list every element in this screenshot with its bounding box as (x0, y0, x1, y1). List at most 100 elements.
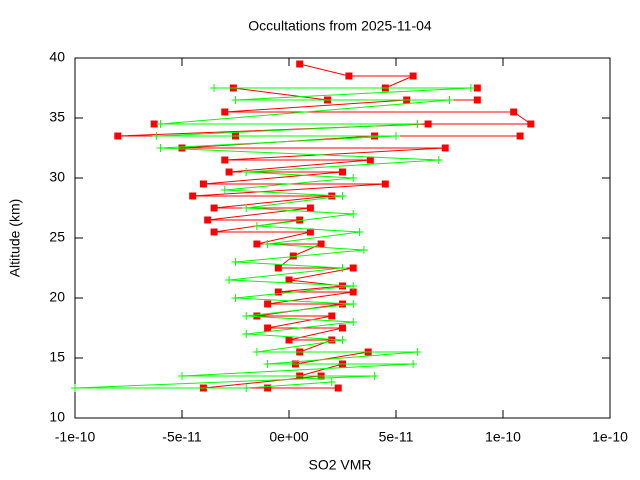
point (441, 144, 449, 152)
point (339, 282, 346, 290)
point (306, 204, 314, 212)
point (263, 360, 272, 368)
point (231, 96, 240, 104)
point (409, 72, 417, 80)
point (231, 258, 240, 266)
point (413, 120, 422, 128)
point (366, 156, 374, 164)
point (296, 60, 304, 68)
point (289, 252, 297, 260)
point (178, 372, 186, 380)
point (392, 132, 400, 140)
point (199, 180, 207, 188)
point (221, 108, 229, 116)
y-tick-label: 40 (49, 49, 65, 65)
point (339, 324, 346, 332)
point (253, 240, 261, 248)
point (156, 144, 165, 152)
point (466, 84, 475, 92)
series-line (74, 87, 471, 389)
point (253, 312, 261, 320)
point (424, 120, 432, 128)
point (349, 300, 358, 308)
point (381, 180, 389, 188)
point (210, 204, 218, 212)
point (263, 240, 272, 248)
plot-frame (74, 57, 611, 419)
point (434, 156, 443, 164)
point (242, 312, 251, 320)
x-axis-label: SO2 VMR (308, 457, 371, 473)
point (189, 192, 197, 200)
point (242, 168, 251, 176)
point (221, 156, 229, 164)
point (349, 288, 357, 296)
point (264, 384, 272, 392)
point (225, 276, 234, 284)
point (242, 330, 251, 338)
point (210, 228, 218, 236)
point (370, 372, 379, 380)
y-tick-label: 25 (49, 229, 65, 245)
point (527, 120, 535, 128)
point (355, 228, 364, 236)
point (264, 300, 272, 308)
point (220, 186, 229, 194)
x-tick-label: 0e+00 (269, 429, 309, 445)
y-axis-label: Altitude (km) (7, 199, 23, 278)
chart-title: Occultations from 2025-11-04 (248, 18, 432, 34)
point (338, 192, 347, 200)
point (338, 336, 347, 344)
point (242, 204, 251, 212)
point (285, 336, 293, 344)
point (225, 168, 233, 176)
y-tick-label: 35 (49, 109, 65, 125)
point (409, 360, 418, 368)
point (327, 378, 336, 386)
point (349, 210, 358, 218)
point (296, 216, 304, 224)
x-tick-label: -5e-11 (162, 429, 202, 445)
point (150, 120, 158, 128)
x-tick-label: -1e-10 (55, 429, 96, 445)
point (274, 288, 282, 296)
point (210, 84, 219, 92)
point (473, 84, 481, 92)
point (71, 384, 79, 392)
point (252, 222, 261, 230)
y-tick-label: 15 (49, 349, 65, 365)
point (264, 324, 272, 332)
y-tick-label: 20 (49, 289, 65, 305)
point (156, 120, 165, 128)
point (152, 132, 161, 140)
x-tick-label: 5e-11 (379, 429, 414, 445)
point (345, 72, 353, 80)
point (339, 168, 346, 176)
point (445, 96, 454, 104)
point (231, 294, 240, 302)
point (338, 264, 347, 272)
point (252, 348, 261, 356)
point (510, 108, 518, 116)
point (334, 384, 342, 392)
point (473, 96, 481, 104)
point (349, 318, 358, 326)
x-tick-label: 1e-10 (592, 429, 628, 445)
point (349, 264, 357, 272)
point (114, 132, 122, 140)
point (204, 216, 212, 224)
point (413, 348, 422, 356)
point (359, 246, 368, 254)
point (516, 132, 524, 140)
point (339, 300, 346, 308)
point (349, 174, 358, 182)
x-tick-label: 1e-10 (485, 429, 521, 445)
y-tick-label: 10 (49, 409, 65, 425)
point (317, 240, 325, 248)
point (328, 192, 336, 200)
point (274, 264, 282, 272)
point (328, 336, 336, 344)
series-line (117, 63, 533, 389)
point (328, 312, 336, 320)
